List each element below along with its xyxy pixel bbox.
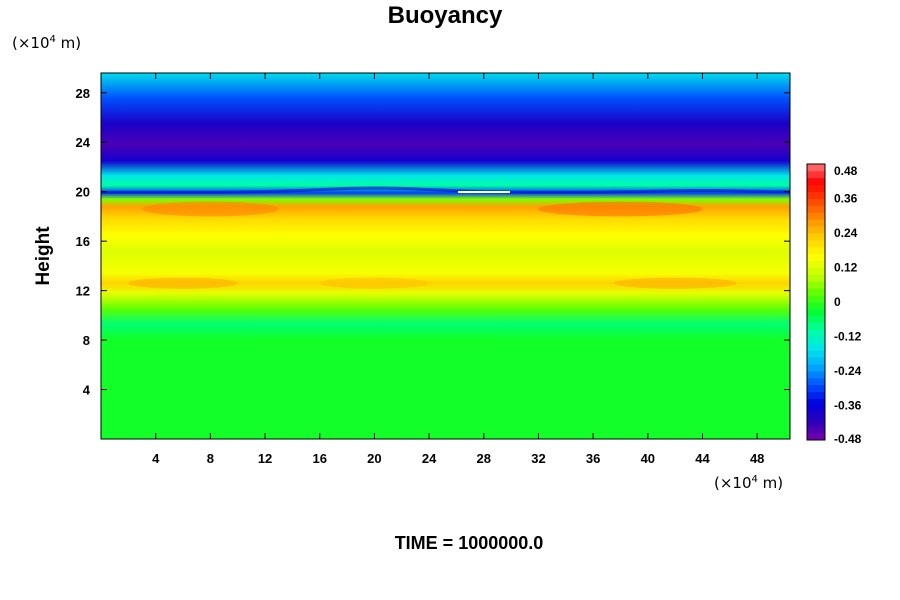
colorbar-level-11 [807,357,825,365]
colorbar-level-15 [807,329,825,337]
y-axis-label: Height [33,226,54,286]
y-unit-suffix: m) [56,34,81,52]
x-tick-label-5: 24 [422,451,437,466]
colorbar-frame [806,163,826,441]
colorbar-level-24 [807,267,825,275]
colorbar-level-30 [807,226,825,234]
colorbar-level-26 [807,253,825,261]
x-unit-prefix: (×10 [714,474,752,492]
x-tick-label-2: 12 [258,451,272,466]
buoyancy-field [101,73,790,439]
y-tick-label-6: 28 [76,86,90,101]
colorbar: 0.48 0.36 0.24 0.12 0 -0.12 -0.24 -0.36 -0.48 [806,163,862,446]
colorbar-level-18 [807,308,825,317]
colorbar-tick-label-7: -0.36 [834,399,862,413]
x-unit-label: (×104 m) [714,474,783,492]
x-unit-exponent: 4 [752,474,758,485]
colorbar-level-37 [807,177,825,186]
colorbar-tick-label-4: 0 [834,295,841,309]
colorbar-level-12 [807,350,825,358]
y-unit-exponent: 4 [50,34,56,45]
colorbar-level-1 [807,426,825,434]
colorbar-level-27 [807,246,825,255]
y-tick-label-1: 8 [83,333,90,348]
colorbar-level-32 [807,212,825,220]
colorbar-level-10 [807,364,825,372]
colorbar-tick-label-5: -0.12 [834,330,862,344]
colorbar-level-13 [807,343,825,351]
colorbar-tick-label-3: 0.12 [834,261,858,275]
colorbar-level-16 [807,322,825,330]
x-tick-label-8: 36 [586,451,600,466]
colorbar-level-7 [807,384,825,393]
field-patch-1 [319,277,430,289]
colorbar-level-5 [807,398,825,406]
colorbar-level-23 [807,274,825,282]
x-unit-suffix: m) [758,474,783,492]
x-tick-label-11: 48 [750,451,764,466]
colorbar-level-29 [807,233,825,241]
colorbar-level-33 [807,205,825,213]
y-tick-label-2: 12 [76,284,90,299]
colorbar-level-14 [807,336,825,344]
colorbar-level-9 [807,371,825,379]
colorbar-level-6 [807,391,825,399]
colorbar-level-31 [807,219,825,227]
colorbar-level-39 [807,164,825,172]
field-dark-band [101,186,791,194]
x-tick-label-3: 16 [312,451,326,466]
plot-frame [100,72,791,440]
colorbar-level-2 [807,419,825,427]
y-unit-prefix: (×10 [12,34,50,52]
colorbar-tick-label-0: 0.48 [834,164,858,178]
x-tick-label-9: 40 [641,451,655,466]
x-tick-label-1: 8 [207,451,214,466]
y-unit-label: (×104 m) [12,34,81,52]
x-tick-label-7: 32 [531,451,545,466]
time-label: TIME = 1000000.0 [395,533,544,553]
colorbar-level-20 [807,295,825,303]
colorbar-level-8 [807,377,825,386]
plot-area [100,72,791,440]
colorbar-level-0 [807,433,825,441]
svg-text:(×104 m): (×104 m) [714,474,783,492]
field-patch-4 [142,201,279,217]
colorbar-tick-label-8: -0.48 [834,432,862,446]
x-tick-label-6: 28 [477,451,491,466]
field-marker [458,191,510,193]
colorbar-level-28 [807,239,825,248]
colorbar-level-19 [807,302,825,310]
field-patch-3 [538,201,703,217]
colorbar-level-17 [807,315,825,324]
x-axis: 4 8 12 16 20 24 28 32 36 40 44 48 [152,73,764,466]
y-tick-label-0: 4 [83,383,91,398]
y-axis: 4 8 12 16 20 24 28 [76,86,790,398]
colorbar-level-22 [807,281,825,289]
svg-text:(×104 m): (×104 m) [12,34,81,52]
field-patch-2 [613,277,737,289]
field-modulations [101,186,791,289]
y-tick-label-5: 24 [76,135,91,150]
x-tick-label-10: 44 [695,451,710,466]
colorbar-level-38 [807,170,825,179]
x-tick-label-4: 20 [367,451,381,466]
colorbar-level-36 [807,184,825,192]
colorbar-level-25 [807,260,825,268]
y-tick-label-4: 20 [76,185,90,200]
field-patch-0 [128,277,238,289]
colorbar-tick-label-1: 0.36 [834,192,858,206]
colorbar-level-35 [807,191,825,199]
x-tick-label-0: 4 [152,451,160,466]
colorbar-tick-label-2: 0.24 [834,226,858,240]
y-tick-label-3: 16 [76,234,90,249]
colorbar-level-34 [807,198,825,206]
colorbar-level-21 [807,288,825,296]
colorbar-level-3 [807,412,825,420]
chart-title: Buoyancy [388,2,503,29]
colorbar-level-4 [807,405,825,413]
colorbar-tick-label-6: -0.24 [834,364,862,378]
